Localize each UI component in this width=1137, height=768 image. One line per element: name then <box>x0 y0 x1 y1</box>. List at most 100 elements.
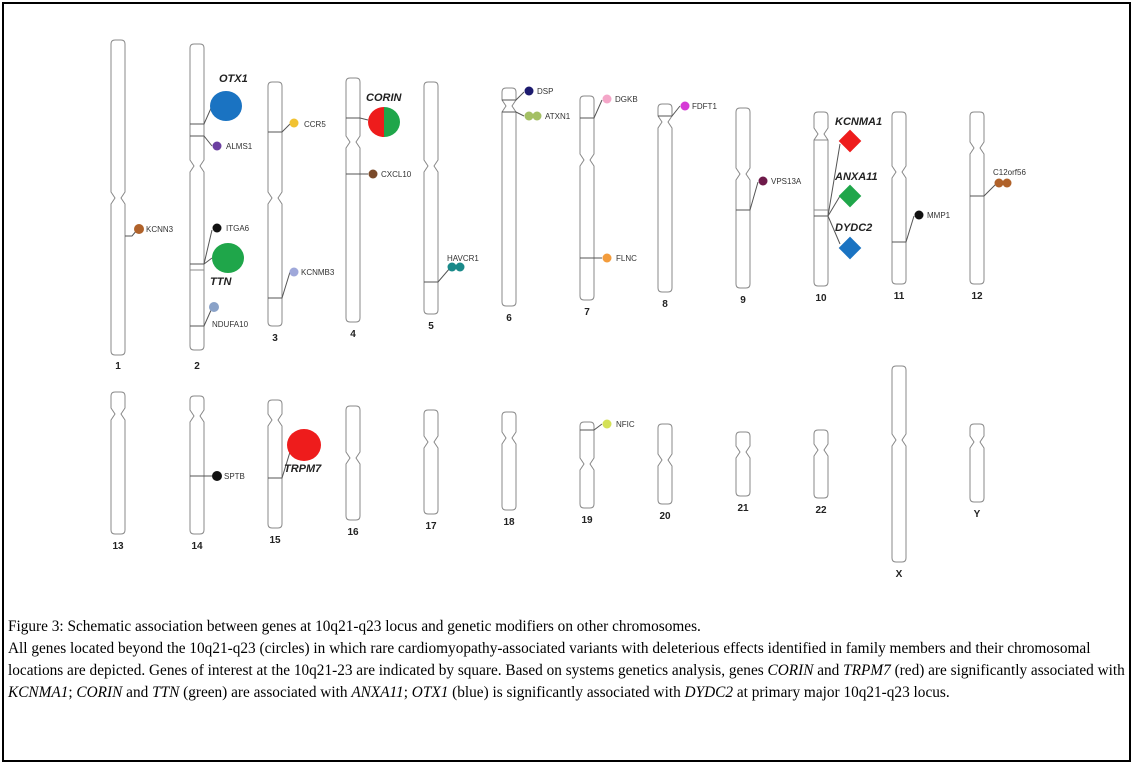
chromosome-10 <box>813 111 829 287</box>
chromosome-label: 7 <box>584 307 590 318</box>
gene-label-dydc2: DYDC2 <box>835 222 872 234</box>
gene-marker-kcnma1 <box>838 129 862 153</box>
chromosome-label: 8 <box>662 299 668 310</box>
gene-marker-fdft1 <box>680 101 690 111</box>
caption-title: Figure 3: Schematic association between … <box>8 618 701 635</box>
chromosome-label: 13 <box>112 541 124 552</box>
gene-marker-dgkb <box>602 94 612 104</box>
gene-label-itga6: ITGA6 <box>226 224 250 233</box>
chromosome-ideogram: 1 2 3 4 5 6 7 8 9 10 11 12 13 14 15 16 1… <box>110 39 1026 580</box>
chromosome-16 <box>345 405 361 521</box>
chromosome-label: 6 <box>506 313 512 324</box>
gene-marker-kcnn3 <box>134 224 144 234</box>
chromosome-11 <box>891 111 907 285</box>
gene-marker-sptb <box>212 471 222 481</box>
gene-marker-c12orf56 <box>994 178 1012 188</box>
gene-label-anxa11: ANXA11 <box>834 171 878 183</box>
chromosome-x <box>891 365 907 563</box>
gene-marker-dydc2 <box>838 236 862 260</box>
gene-label-ccr5: CCR5 <box>304 120 326 129</box>
chromosome-2 <box>189 43 205 351</box>
chromosome-label: X <box>896 569 903 580</box>
chromosome-label: 19 <box>581 515 593 526</box>
gene-label-havcr1: HAVCR1 <box>447 254 479 263</box>
chromosome-label: 20 <box>659 511 671 522</box>
chromosome-label: 14 <box>191 541 203 552</box>
chromosome-9 <box>735 107 751 289</box>
gene-marker-otx1 <box>210 91 242 121</box>
chromosome-label: 12 <box>971 291 983 302</box>
gene-label-corin: CORIN <box>366 92 403 104</box>
gene-marker-atxn1 <box>524 111 542 121</box>
gene-label-otx1: OTX1 <box>219 73 248 85</box>
gene-marker-nfic <box>602 419 612 429</box>
gene-label-dgkb: DGKB <box>615 95 638 104</box>
chromosome-label: 22 <box>815 505 827 516</box>
gene-marker-trpm7 <box>287 429 321 461</box>
chromosome-6 <box>501 87 517 307</box>
chromosome-label: 21 <box>737 503 749 514</box>
chromosome-label: 1 <box>115 361 121 372</box>
gene-label-flnc: FLNC <box>616 254 637 263</box>
gene-label-trpm7: TRPM7 <box>284 463 322 475</box>
gene-marker-ccr5 <box>289 118 299 128</box>
chromosome-label: 17 <box>425 521 437 532</box>
gene-marker-kcnmb3 <box>289 267 299 277</box>
chromosome-label: 3 <box>272 333 278 344</box>
chromosome-17 <box>423 409 439 515</box>
gene-marker-alms1 <box>212 141 222 151</box>
chromosome-label: 18 <box>503 517 515 528</box>
caption-body: All genes located beyond the 10q21-q23 (… <box>8 640 1125 701</box>
chromosome-5 <box>423 81 439 315</box>
gene-marker-havcr1 <box>447 262 465 272</box>
gene-label-kcnn3: KCNN3 <box>146 225 174 234</box>
gene-marker-itga6 <box>212 223 222 233</box>
chromosome-20 <box>657 423 673 505</box>
gene-label-fdft1: FDFT1 <box>692 102 717 111</box>
chromosome-18 <box>501 411 517 511</box>
gene-marker-corin <box>368 107 400 137</box>
chromosome-label: 15 <box>269 535 281 546</box>
chromosome-19 <box>579 421 595 509</box>
gene-label-cxcl10: CXCL10 <box>381 170 412 179</box>
chromosome-13 <box>110 391 126 535</box>
gene-marker-anxa11 <box>838 184 862 208</box>
chromosome-4 <box>345 77 361 323</box>
chromosome-12 <box>969 111 985 285</box>
gene-marker-flnc <box>602 253 612 263</box>
chromosome-label: 5 <box>428 321 434 332</box>
gene-label-ttn: TTN <box>210 276 232 288</box>
gene-marker-ttn <box>212 243 244 273</box>
gene-marker-vps13a <box>758 176 768 186</box>
chromosome-label: 11 <box>894 291 905 302</box>
chromosome-22 <box>813 429 829 499</box>
chromosome-label: Y <box>974 509 981 520</box>
chromosome-label: 9 <box>740 295 746 306</box>
chromosome-7 <box>579 95 595 301</box>
chromosome-label: 4 <box>350 329 356 340</box>
gene-label-atxn1: ATXN1 <box>545 112 571 121</box>
figure-caption: Figure 3: Schematic association between … <box>8 616 1128 704</box>
chromosome-label: 10 <box>815 293 827 304</box>
gene-label-kcnma1: KCNMA1 <box>835 116 882 128</box>
gene-marker-ndufa10 <box>209 302 219 312</box>
gene-label-ndufa10: NDUFA10 <box>212 320 249 329</box>
chromosome-1 <box>110 39 126 356</box>
gene-label-nfic: NFIC <box>616 420 635 429</box>
gene-label-vps13a: VPS13A <box>771 177 802 186</box>
gene-marker-mmp1 <box>914 210 924 220</box>
chromosome-8 <box>657 103 673 293</box>
gene-marker-dsp <box>524 86 534 96</box>
gene-label-c12orf56: C12orf56 <box>993 168 1026 177</box>
chromosome-21 <box>735 431 751 497</box>
gene-label-alms1: ALMS1 <box>226 142 253 151</box>
chromosome-label: 2 <box>194 361 200 372</box>
gene-label-mmp1: MMP1 <box>927 211 951 220</box>
chromosome-14 <box>189 395 205 535</box>
chromosome-label: 16 <box>347 527 359 538</box>
chromosome-15 <box>267 399 283 529</box>
chromosome-y <box>969 423 985 503</box>
gene-marker-cxcl10 <box>368 169 378 179</box>
gene-label-kcnmb3: KCNMB3 <box>301 268 335 277</box>
gene-label-dsp: DSP <box>537 87 553 96</box>
